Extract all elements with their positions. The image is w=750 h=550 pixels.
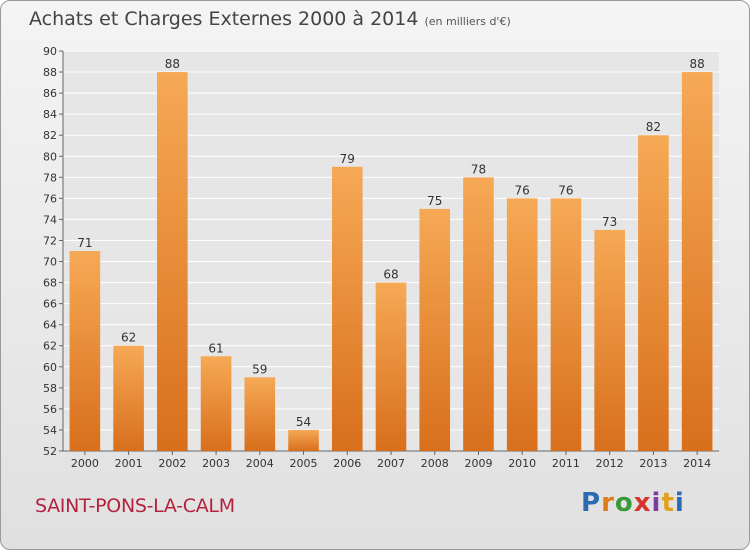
x-tick-label: 2000 — [71, 457, 99, 470]
x-tick-label: 2004 — [246, 457, 274, 470]
bar — [463, 177, 494, 451]
bar — [638, 135, 669, 452]
bar-value-label: 61 — [208, 341, 223, 355]
x-tick-label: 2012 — [596, 457, 624, 470]
logo-letter: x — [633, 488, 652, 518]
x-tick-label: 2001 — [115, 457, 143, 470]
bar-value-label: 82 — [646, 120, 661, 134]
x-tick-label: 2007 — [377, 457, 405, 470]
proxiti-logo[interactable]: Proxiti — [581, 488, 685, 518]
y-tick-label: 56 — [43, 403, 57, 416]
bar-value-label: 75 — [427, 194, 442, 208]
bar-value-label: 88 — [689, 57, 704, 71]
y-tick-label: 58 — [43, 382, 57, 395]
x-tick-label: 2013 — [639, 457, 667, 470]
logo-letter: P — [581, 488, 602, 518]
y-tick-label: 76 — [43, 192, 57, 205]
x-tick-label: 2009 — [464, 457, 492, 470]
y-tick-label: 66 — [43, 298, 57, 311]
y-tick-label: 86 — [43, 87, 57, 100]
y-tick-label: 82 — [43, 129, 57, 142]
bar — [594, 229, 625, 451]
x-tick-label: 2005 — [290, 457, 318, 470]
y-tick-label: 90 — [43, 45, 57, 58]
y-tick-label: 68 — [43, 277, 57, 290]
y-tick-label: 70 — [43, 256, 57, 269]
x-tick-label: 2006 — [333, 457, 361, 470]
bar — [200, 356, 232, 451]
commune-name: SAINT-PONS-LA-CALM — [35, 495, 235, 517]
bar-value-label: 73 — [602, 215, 617, 229]
y-tick-label: 62 — [43, 340, 57, 353]
y-tick-label: 74 — [43, 213, 57, 226]
bar-value-label: 68 — [383, 268, 398, 282]
bar — [69, 251, 101, 451]
bar-value-label: 76 — [515, 183, 530, 197]
bar-value-label: 62 — [121, 331, 136, 345]
x-tick-label: 2008 — [421, 457, 449, 470]
x-tick-label: 2002 — [158, 457, 186, 470]
bar-value-label: 78 — [471, 162, 486, 176]
bar — [244, 377, 276, 451]
x-tick-label: 2010 — [508, 457, 536, 470]
y-tick-label: 60 — [43, 361, 57, 374]
bar-value-label: 79 — [340, 152, 355, 166]
bar-value-label: 88 — [165, 57, 180, 71]
y-tick-label: 78 — [43, 171, 57, 184]
y-tick-label: 84 — [43, 108, 57, 121]
bar-value-label: 59 — [252, 362, 267, 376]
bar — [113, 345, 144, 451]
bar — [419, 208, 451, 451]
bar — [550, 198, 582, 451]
logo-letter: t — [661, 488, 675, 518]
y-tick-label: 88 — [43, 66, 57, 79]
logo-letter: o — [614, 488, 634, 518]
x-tick-label: 2011 — [552, 457, 580, 470]
logo-letter: r — [601, 488, 615, 518]
logo-letter: i — [674, 488, 685, 518]
bar — [375, 282, 407, 451]
bar — [331, 166, 363, 451]
y-tick-label: 80 — [43, 150, 57, 163]
bar-value-label: 71 — [77, 236, 92, 250]
chart-title: Achats et Charges Externes 2000 à 2014 (e… — [29, 8, 511, 30]
bar-value-label: 76 — [558, 183, 573, 197]
x-tick-label: 2014 — [683, 457, 711, 470]
y-tick-label: 64 — [43, 319, 57, 332]
bar-value-label: 54 — [296, 415, 311, 429]
y-tick-label: 72 — [43, 234, 57, 247]
chart-title-text: Achats et Charges Externes 2000 à 2014 — [29, 8, 419, 30]
x-tick-label: 2003 — [202, 457, 230, 470]
chart-subtitle: (en milliers d'€) — [424, 15, 511, 28]
logo-letter: i — [651, 488, 662, 518]
y-tick-label: 52 — [43, 445, 57, 458]
bar — [288, 429, 319, 451]
y-tick-label: 54 — [43, 424, 57, 437]
bar — [506, 198, 538, 451]
bar — [681, 72, 713, 451]
bar — [157, 72, 188, 451]
